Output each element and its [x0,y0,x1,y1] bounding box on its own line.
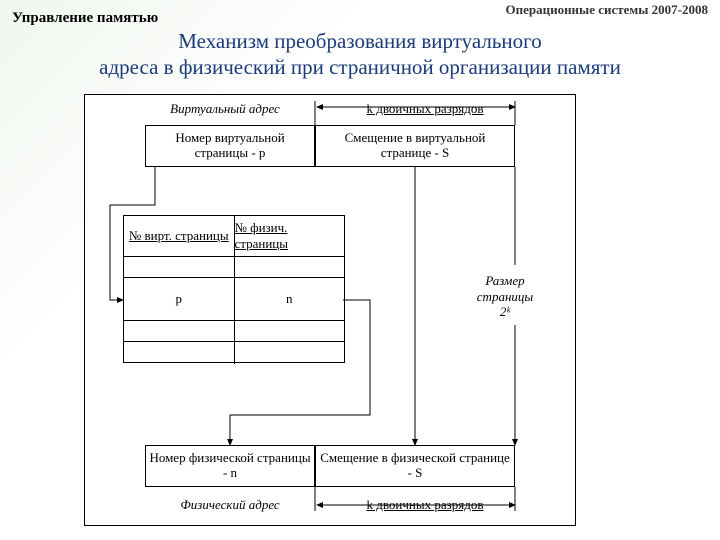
page-size-l1: Размер [485,273,524,288]
page-size-label: Размер страницы 2ᵏ [460,273,550,320]
title-line1: Механизм преобразования виртуального [178,29,541,53]
header-right: Операционные системы 2007-2008 [505,2,708,18]
table-cell [124,257,235,277]
page-size-l2: страницы [477,289,533,304]
table-cell [235,257,345,277]
table-cell [235,342,345,364]
virt-page-number-box: Номер виртуальной страницы - p [145,125,315,167]
page-size-l3: 2ᵏ [500,304,510,319]
header-left: Управление памятью [12,10,158,27]
phys-offset-box: Смещение в физической странице - S [315,445,515,487]
cell-p: p [124,278,235,320]
table-cell [124,342,235,364]
phys-page-number-box: Номер физической страницы - n [145,445,315,487]
title-line2: адреса в физический при страничной орган… [99,55,621,79]
table-cell [124,321,235,341]
table-cell [235,321,345,341]
slide-title: Механизм преобразования виртуального адр… [0,28,720,81]
diagram-canvas: Виртуальный адрес k двоичных разрядов Но… [84,94,576,526]
virt-offset-box: Смещение в виртуальной странице - S [315,125,515,167]
page-table: № вирт. страницы № физич. страницы p n [123,215,345,363]
cell-n: n [235,278,345,320]
col-header-phys: № физич. страницы [235,216,345,256]
k-bits-bottom: k двоичных разрядов [350,497,500,513]
physical-address-label: Физический адрес [155,497,305,513]
virtual-address-label: Виртуальный адрес [155,101,295,117]
col-header-virt: № вирт. страницы [124,216,235,256]
k-bits-top: k двоичных разрядов [350,101,500,117]
